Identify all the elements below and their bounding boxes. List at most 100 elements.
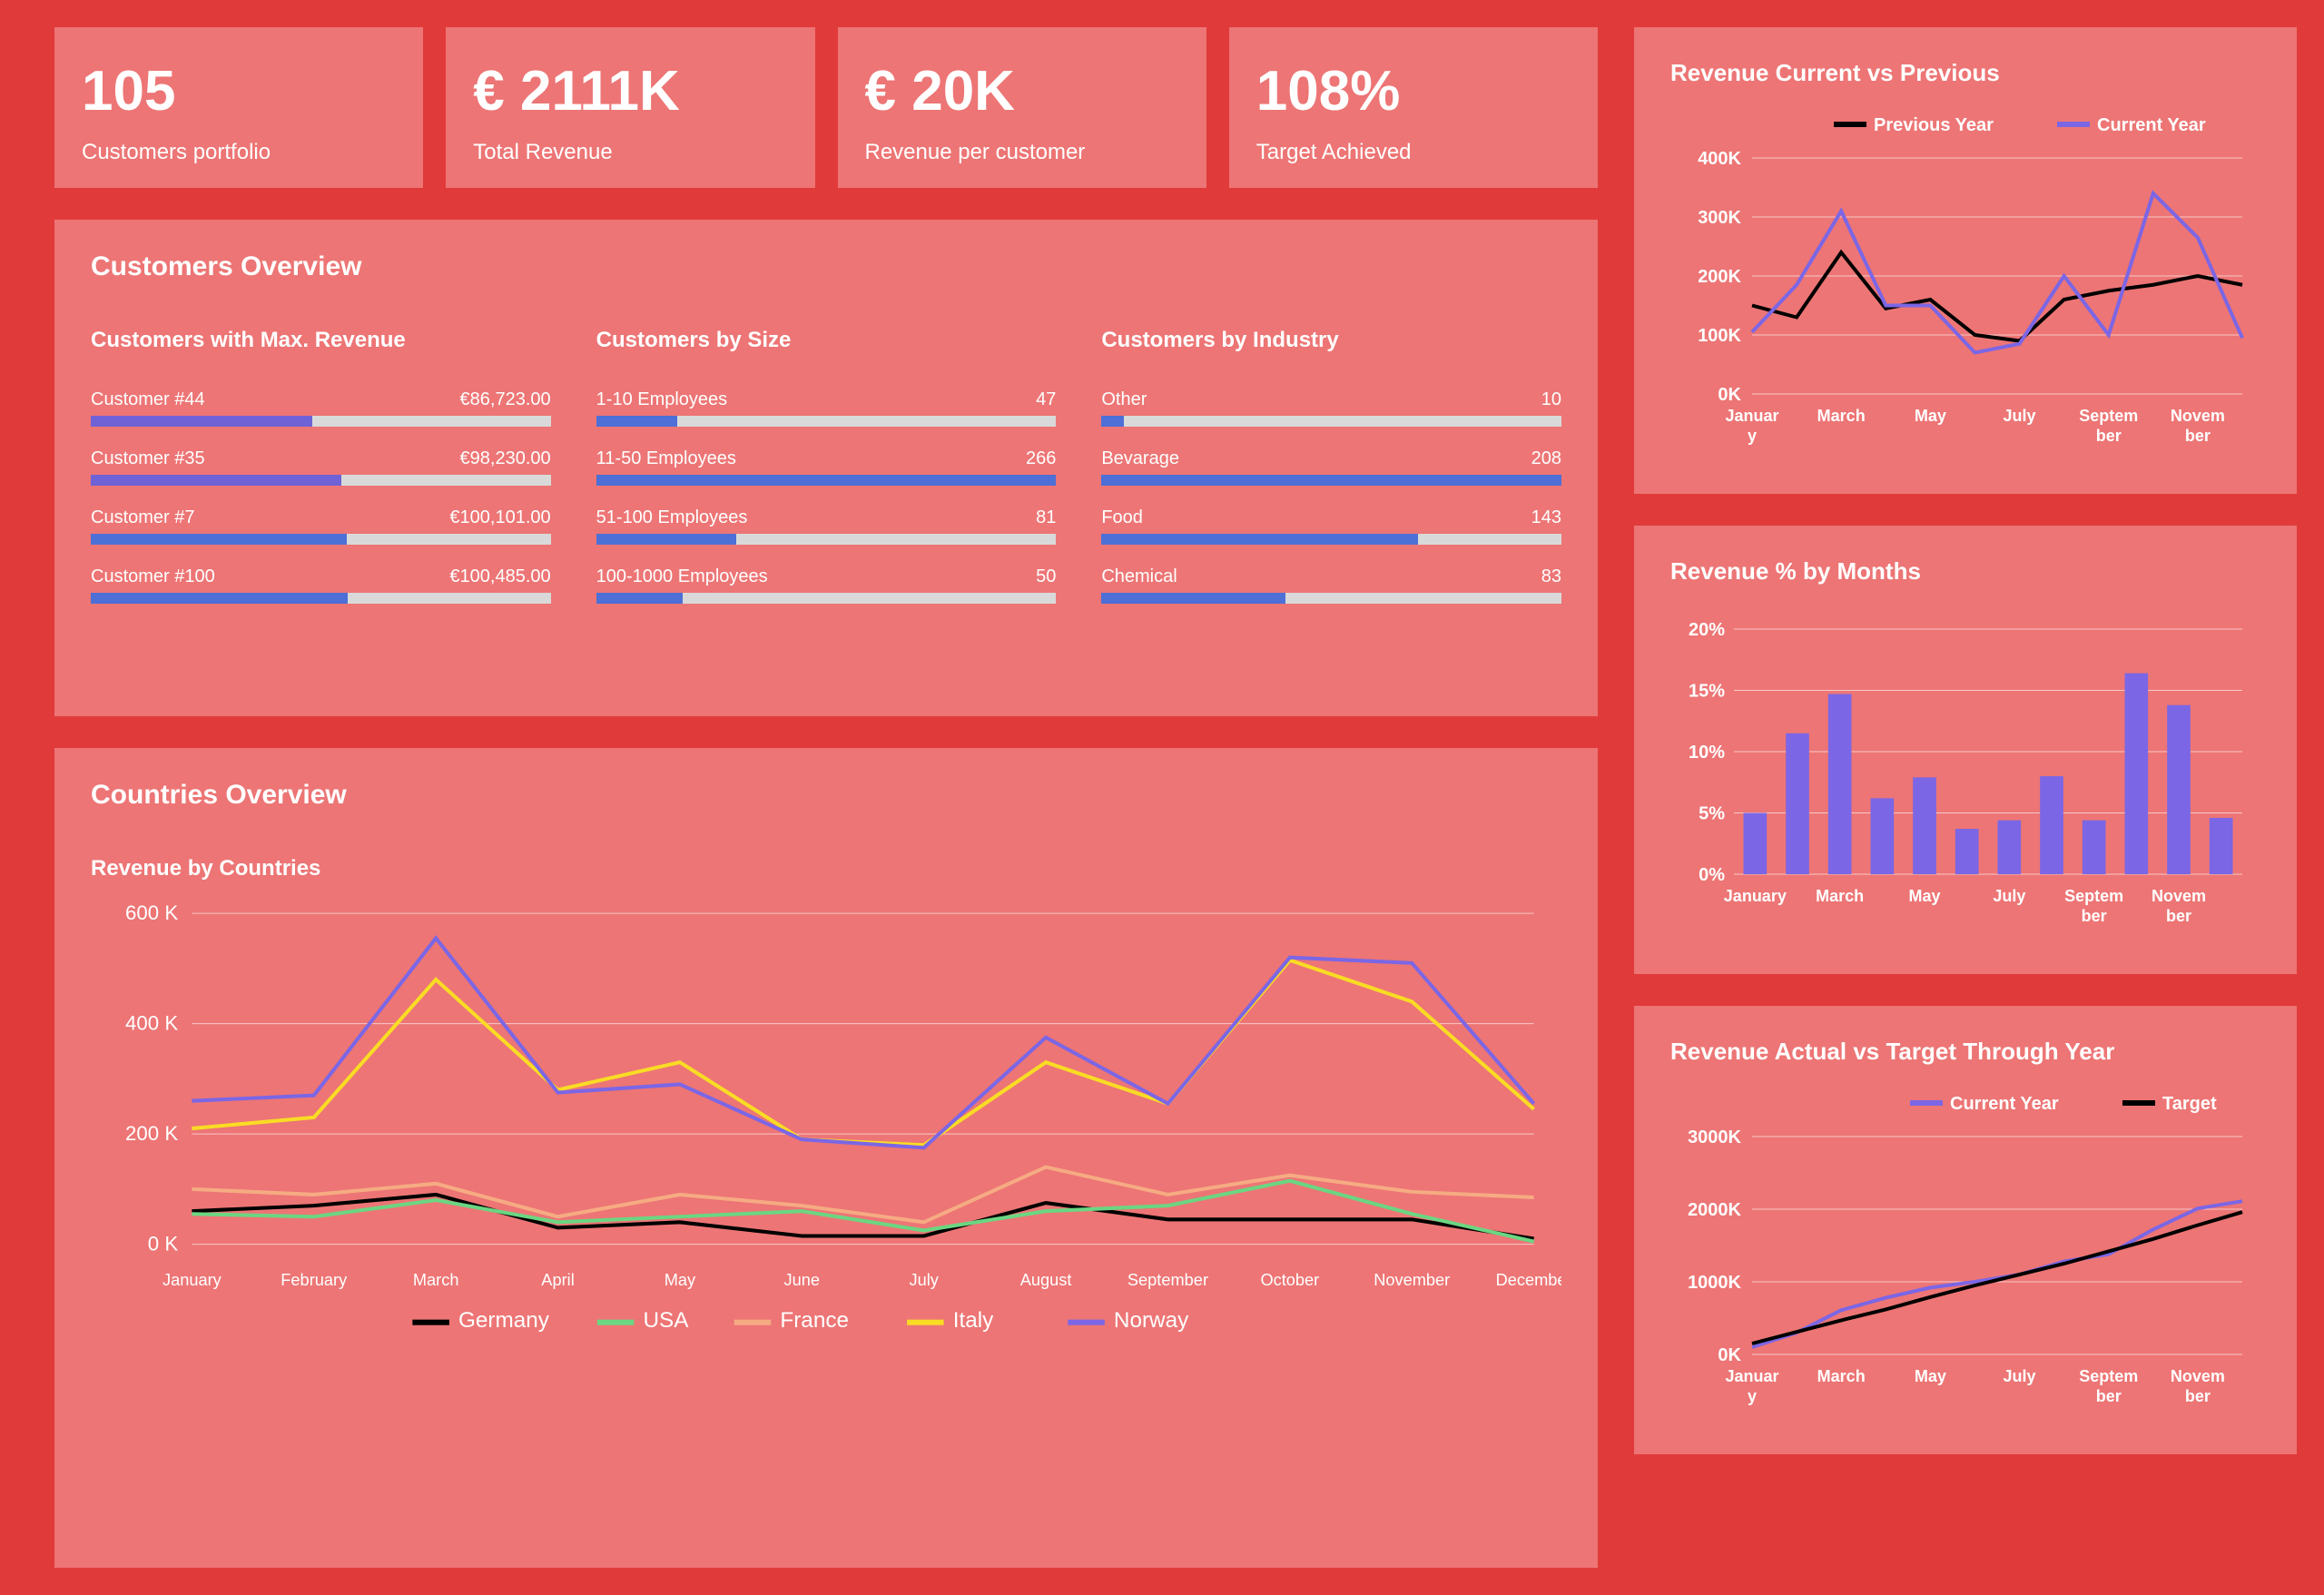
rev-actual-target-chart: 0K1000K2000K3000KJanuaryMarchMayJulySept… [1670, 1091, 2260, 1418]
rev-curr-prev-chart: 0K100K200K300K400KJanuaryMarchMayJulySep… [1670, 113, 2260, 458]
by-industry-col: Customers by Industry Other 10 Bevarage … [1101, 328, 1561, 625]
svg-text:June: June [784, 1271, 821, 1289]
svg-text:March: March [1816, 887, 1864, 905]
bar-fill [1101, 475, 1561, 486]
kpi-label: Customers portfolio [82, 140, 396, 165]
bar-track [91, 593, 551, 604]
bar-value: €100,485.00 [449, 566, 550, 587]
bar-fill [91, 416, 312, 427]
bar-value: 50 [1036, 566, 1056, 587]
svg-text:May: May [1908, 887, 1940, 905]
svg-text:Novem: Novem [2171, 407, 2225, 425]
bar-row: Customer #44 €86,723.00 [91, 389, 551, 427]
bar-label: Chemical [1101, 566, 1177, 587]
svg-text:400 K: 400 K [125, 1012, 178, 1035]
bar-row: 1-10 Employees 47 [596, 389, 1057, 427]
max-revenue-col: Customers with Max. Revenue Customer #44… [91, 328, 551, 625]
customers-overview-panel: Customers Overview Customers with Max. R… [54, 220, 1598, 716]
svg-text:April: April [541, 1271, 574, 1289]
bar-row: 51-100 Employees 81 [596, 507, 1057, 545]
svg-text:Septem: Septem [2064, 887, 2123, 905]
bar-fill [1101, 534, 1417, 545]
kpi-value: 105 [82, 59, 396, 123]
svg-text:0%: 0% [1699, 865, 1725, 885]
svg-text:600 K: 600 K [125, 904, 178, 924]
bar-fill [1101, 593, 1285, 604]
svg-text:10%: 10% [1689, 743, 1725, 763]
bar-value: 10 [1541, 389, 1561, 410]
svg-text:0K: 0K [1718, 1345, 1741, 1365]
bar-label: Customer #7 [91, 507, 195, 528]
kpi-value: 108% [1256, 59, 1571, 123]
svg-text:Januar: Januar [1725, 407, 1778, 425]
bar-value: €98,230.00 [460, 448, 551, 469]
svg-text:Norway: Norway [1114, 1308, 1189, 1333]
bar-track [596, 475, 1057, 486]
svg-text:ber: ber [2185, 427, 2211, 445]
svg-text:0K: 0K [1718, 385, 1741, 405]
rev-pct-panel: Revenue % by Months 0%5%10%15%20%January… [1634, 526, 2297, 974]
svg-text:Current Year: Current Year [1950, 1094, 2059, 1114]
kpi-value: € 20K [865, 59, 1179, 123]
bar-value: 47 [1036, 389, 1056, 410]
bar-fill [596, 593, 683, 604]
bar-value: 208 [1531, 448, 1561, 469]
bar-value: 81 [1036, 507, 1056, 528]
bar-fill [596, 534, 736, 545]
svg-text:October: October [1260, 1271, 1319, 1289]
bar-row: Customer #100 €100,485.00 [91, 566, 551, 604]
bar-row: Food 143 [1101, 507, 1561, 545]
bar-fill [596, 416, 678, 427]
bar-label: Customer #44 [91, 389, 205, 410]
svg-text:300K: 300K [1698, 208, 1741, 228]
bar-row: Chemical 83 [1101, 566, 1561, 604]
bar-row: Customer #7 €100,101.00 [91, 507, 551, 545]
bar-label: 51-100 Employees [596, 507, 748, 528]
svg-text:Novem: Novem [2152, 887, 2206, 905]
bar-track [596, 416, 1057, 427]
bar-label: 100-1000 Employees [596, 566, 768, 587]
bar-label: Other [1101, 389, 1147, 410]
rev-curr-prev-panel: Revenue Current vs Previous 0K100K200K30… [1634, 27, 2297, 494]
svg-text:January: January [1724, 887, 1787, 905]
kpi-label: Revenue per customer [865, 140, 1179, 165]
bar-track [596, 593, 1057, 604]
kpi-card: € 20K Revenue per customer [838, 27, 1206, 188]
bar-track [596, 534, 1057, 545]
svg-text:200K: 200K [1698, 267, 1741, 287]
bar-value: €100,101.00 [449, 507, 550, 528]
svg-text:Current Year: Current Year [2097, 115, 2206, 135]
rev-pct-bar-chart: 0%5%10%15%20%JanuaryMarchMayJulySeptembe… [1670, 611, 2260, 938]
bar-value: 143 [1531, 507, 1561, 528]
svg-text:July: July [2004, 407, 2036, 425]
panel-title: Revenue Actual vs Target Through Year [1670, 1038, 2260, 1066]
kpi-label: Total Revenue [473, 140, 787, 165]
svg-text:Italy: Italy [953, 1308, 994, 1333]
bar-fill [1101, 416, 1123, 427]
svg-text:3000K: 3000K [1688, 1127, 1741, 1147]
bar-label: 1-10 Employees [596, 389, 728, 410]
svg-text:May: May [1915, 1367, 1946, 1385]
bar-row: Bevarage 208 [1101, 448, 1561, 486]
bar-label: Customer #100 [91, 566, 215, 587]
bar-label: Food [1101, 507, 1143, 528]
bar-track [1101, 534, 1561, 545]
svg-text:100K: 100K [1698, 326, 1741, 346]
svg-text:Germany: Germany [458, 1308, 550, 1333]
bar-fill [91, 593, 348, 604]
panel-title: Revenue % by Months [1670, 557, 2260, 586]
kpi-value: € 2111K [473, 59, 787, 123]
bar-row: 11-50 Employees 266 [596, 448, 1057, 486]
svg-text:1000K: 1000K [1688, 1273, 1741, 1293]
svg-text:Novem: Novem [2171, 1367, 2225, 1385]
svg-text:December: December [1496, 1271, 1561, 1289]
kpi-card: € 2111K Total Revenue [446, 27, 814, 188]
svg-text:September: September [1128, 1271, 1208, 1289]
svg-text:January: January [162, 1271, 222, 1289]
bar-row: Other 10 [1101, 389, 1561, 427]
bar-fill [596, 475, 1057, 486]
svg-text:2000K: 2000K [1688, 1200, 1741, 1220]
svg-text:Septem: Septem [2079, 407, 2138, 425]
svg-text:France: France [780, 1308, 849, 1333]
svg-text:5%: 5% [1699, 804, 1725, 824]
